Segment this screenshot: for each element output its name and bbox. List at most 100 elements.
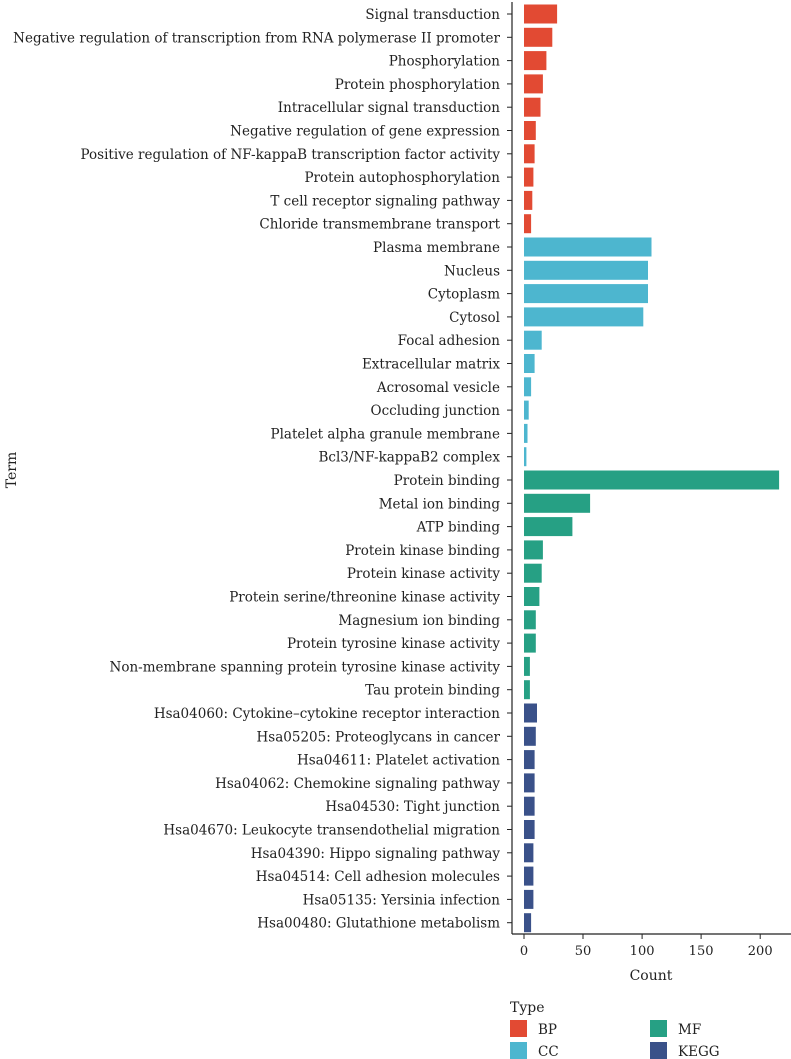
term-label-metal-ion-binding: Metal ion binding — [379, 496, 501, 512]
bar-negative-regulation-of-gene-expression — [524, 121, 536, 140]
bar-protein-kinase-activity — [524, 563, 542, 583]
term-label-protein-autophosphorylation: Protein autophosphorylation — [304, 170, 500, 186]
x-tick-label: 200 — [748, 944, 773, 959]
bar-bcl3-nf-kappab2-complex — [524, 447, 527, 467]
term-label-hsa04514-cell-adhesion-molecules: Hsa04514: Cell adhesion molecules — [256, 869, 500, 885]
legend-label-kegg: KEGG — [678, 1044, 720, 1059]
term-label-hsa00480-glutathione-metabolism: Hsa00480: Glutathione metabolism — [257, 916, 500, 932]
term-label-hsa05135-yersinia-infection: Hsa05135: Yersinia infection — [303, 892, 501, 908]
legend-swatch-mf — [650, 1020, 667, 1037]
bar-cytoplasm — [524, 284, 648, 304]
term-label-hsa04062-chemokine-signaling-pathway: Hsa04062: Chemokine signaling pathway — [215, 776, 500, 792]
term-label-protein-tyrosine-kinase-activity: Protein tyrosine kinase activity — [287, 636, 500, 652]
bar-signal-transduction — [524, 4, 558, 24]
term-label-plasma-membrane: Plasma membrane — [373, 240, 500, 256]
bar-hsa04514-cell-adhesion-molecules — [524, 866, 534, 886]
bar-extracellular-matrix — [524, 354, 535, 373]
term-label-hsa04060-cytokine-cytokine-receptor-interaction: Hsa04060: Cytokine–cytokine receptor int… — [154, 706, 500, 722]
bar-phosphorylation — [524, 51, 547, 71]
term-label-cytosol: Cytosol — [449, 310, 500, 326]
legend-title: Type — [510, 1000, 545, 1016]
bar-magnesium-ion-binding — [524, 610, 536, 630]
bar-tau-protein-binding — [524, 680, 530, 700]
bar-hsa04530-tight-junction — [524, 796, 535, 816]
bar-protein-kinase-binding — [524, 540, 543, 560]
bar-hsa04390-hippo-signaling-pathway — [524, 843, 534, 863]
term-label-nucleus: Nucleus — [444, 263, 500, 279]
term-label-magnesium-ion-binding: Magnesium ion binding — [338, 613, 500, 629]
bar-cytosol — [524, 307, 644, 327]
legend-swatch-cc — [510, 1042, 527, 1059]
bar-protein-phosphorylation — [524, 74, 543, 94]
bar-hsa04611-platelet-activation — [524, 750, 535, 770]
term-label-hsa04530-tight-junction: Hsa04530: Tight junction — [325, 799, 500, 815]
legend: Type BP CC MF KEGG — [510, 1000, 720, 1059]
x-tick-label: 50 — [575, 944, 592, 959]
axes-group: 0 50 100 150 200 — [507, 2, 791, 959]
term-label-extracellular-matrix: Extracellular matrix — [362, 357, 500, 373]
x-axis-title: Count — [630, 968, 673, 984]
bar-t-cell-receptor-signaling-pathway — [524, 190, 533, 210]
bar-positive-regulation-of-nf-kappab-transcription-factor-activity — [524, 144, 535, 164]
bar-hsa04062-chemokine-signaling-pathway — [524, 773, 535, 793]
legend-label-mf: MF — [678, 1022, 701, 1038]
term-label-hsa04390-hippo-signaling-pathway: Hsa04390: Hippo signaling pathway — [251, 846, 501, 862]
term-label-protein-kinase-binding: Protein kinase binding — [345, 543, 500, 559]
term-label-occluding-junction: Occluding junction — [371, 403, 501, 419]
bar-protein-serine-threonine-kinase-activity — [524, 587, 540, 606]
term-label-t-cell-receptor-signaling-pathway: T cell receptor signaling pathway — [270, 193, 500, 209]
term-label-acrosomal-vesicle: Acrosomal vesicle — [376, 380, 500, 396]
x-tick-label: 0 — [520, 944, 528, 959]
bar-acrosomal-vesicle — [524, 377, 532, 397]
bar-hsa04670-leukocyte-transendothelial-migration — [524, 820, 535, 839]
legend-label-bp: BP — [538, 1022, 557, 1038]
legend-swatch-kegg — [650, 1042, 667, 1059]
y-axis-title: Term — [4, 452, 20, 489]
term-labels-group: Signal transduction Negative regulation o… — [13, 7, 500, 932]
bar-hsa05205-proteoglycans-in-cancer — [524, 726, 536, 746]
bars-group — [524, 4, 780, 933]
bar-negative-regulation-of-transcription-from-rna-polymerase-ii-promoter — [524, 27, 553, 47]
term-label-tau-protein-binding: Tau protein binding — [365, 683, 500, 699]
term-label-intracellular-signal-transduction: Intracellular signal transduction — [278, 100, 501, 116]
legend-swatch-bp — [510, 1020, 527, 1037]
term-label-hsa04670-leukocyte-transendothelial-migration: Hsa04670: Leukocyte transendothelial mig… — [163, 823, 500, 839]
term-label-atp-binding: ATP binding — [416, 520, 501, 536]
term-label-bcl3-nf-kappab2-complex: Bcl3/NF-kappaB2 complex — [319, 450, 501, 466]
bar-focal-adhesion — [524, 330, 542, 350]
bar-hsa05135-yersinia-infection — [524, 889, 534, 909]
bar-hsa04060-cytokine-cytokine-receptor-interaction — [524, 703, 537, 723]
term-label-protein-phosphorylation: Protein phosphorylation — [335, 77, 501, 93]
x-tick-label: 150 — [689, 944, 714, 959]
term-label-platelet-alpha-granule-membrane: Platelet alpha granule membrane — [271, 426, 500, 442]
bar-hsa00480-glutathione-metabolism — [524, 913, 532, 933]
x-tick-label: 100 — [630, 944, 655, 959]
term-label-protein-binding: Protein binding — [394, 473, 501, 489]
bar-metal-ion-binding — [524, 493, 591, 513]
bar-protein-binding — [524, 470, 780, 490]
term-label-focal-adhesion: Focal adhesion — [398, 333, 501, 349]
term-label-negative-regulation-of-gene-expression: Negative regulation of gene expression — [230, 124, 500, 140]
term-label-phosphorylation: Phosphorylation — [389, 54, 501, 70]
term-label-non-membrane-spanning-protein-tyrosine-kinase-activity: Non-membrane spanning protein tyrosine k… — [110, 659, 501, 675]
term-label-signal-transduction: Signal transduction — [365, 7, 500, 23]
term-label-hsa04611-platelet-activation: Hsa04611: Platelet activation — [297, 753, 500, 769]
bar-nucleus — [524, 260, 648, 280]
bar-atp-binding — [524, 517, 573, 537]
bar-platelet-alpha-granule-membrane — [524, 423, 528, 443]
bar-chloride-transmembrane-transport — [524, 214, 532, 234]
term-label-negative-regulation-of-transcription-from-rna-polymerase-ii-promoter: Negative regulation of transcription fro… — [13, 30, 500, 46]
legend-label-cc: CC — [538, 1044, 559, 1059]
term-label-hsa05205-proteoglycans-in-cancer: Hsa05205: Proteoglycans in cancer — [257, 729, 501, 745]
bar-intracellular-signal-transduction — [524, 97, 541, 117]
term-label-protein-serine-threonine-kinase-activity: Protein serine/threonine kinase activity — [229, 590, 500, 606]
bar-occluding-junction — [524, 400, 529, 420]
term-label-protein-kinase-activity: Protein kinase activity — [347, 566, 501, 582]
term-label-positive-regulation-of-nf-kappab-transcription-factor-activity: Positive regulation of NF-kappaB transcr… — [80, 147, 500, 163]
bar-plasma-membrane — [524, 237, 652, 257]
bar-protein-autophosphorylation — [524, 167, 534, 187]
bar-protein-tyrosine-kinase-activity — [524, 633, 536, 653]
bar-non-membrane-spanning-protein-tyrosine-kinase-activity — [524, 656, 530, 676]
term-label-chloride-transmembrane-transport: Chloride transmembrane transport — [259, 217, 500, 233]
